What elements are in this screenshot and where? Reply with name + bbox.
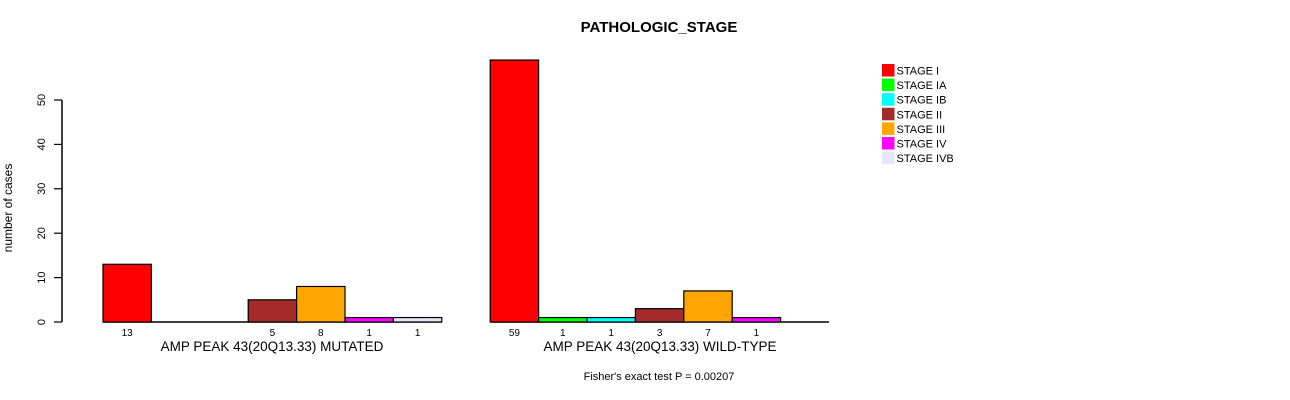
legend-label: STAGE IV — [897, 139, 948, 151]
bar-value-label: 13 — [122, 328, 134, 339]
y-tick-label: 10 — [36, 271, 48, 283]
legend-label: STAGE I — [897, 66, 940, 78]
legend-swatch-stage-ivb — [882, 151, 895, 165]
bar-value-label: 1 — [366, 328, 372, 339]
y-tick-label: 20 — [36, 227, 48, 239]
legend-swatch-stage-ib — [882, 93, 895, 106]
bar-stage-ii-wild-type — [634, 308, 685, 323]
legend-item-stage-iv: STAGE IV — [882, 137, 947, 151]
bar-value-label: 8 — [318, 328, 324, 339]
fisher-test-annotation: Fisher's exact test P = 0.00207 — [584, 371, 735, 383]
bar-stage-i-mutated — [102, 263, 153, 323]
bar-value-label: 1 — [754, 328, 760, 339]
bar-value-label: 1 — [608, 328, 614, 339]
legend-label: STAGE II — [897, 109, 943, 121]
y-tick-label: 30 — [36, 183, 48, 195]
y-axis-title: number of cases — [1, 164, 15, 253]
legend-item-stage-ii: STAGE II — [882, 107, 943, 121]
bar-stage-iv-wild-type — [731, 316, 782, 323]
legend-swatch-stage-ia — [882, 78, 895, 92]
bar-stage-ia-wild-type — [537, 316, 588, 323]
bar-value-label: 3 — [657, 328, 663, 339]
legend-item-stage-ivb: STAGE IVB — [882, 151, 954, 165]
bar-value-label: 1 — [415, 328, 421, 339]
bar-group-wild-type: 59 1 1 3 7 1 — [489, 59, 829, 339]
bar-stage-ii-mutated — [247, 299, 298, 323]
bar-stage-ib-wild-type — [586, 316, 637, 323]
legend-item-stage-ib: STAGE IB — [882, 93, 946, 107]
legend-swatch-stage-iii — [882, 122, 895, 135]
y-tick-label: 40 — [36, 138, 48, 150]
legend-label: STAGE IA — [897, 80, 948, 92]
chart-title: PATHOLOGIC_STAGE — [581, 19, 738, 36]
y-tick-label: 0 — [36, 319, 48, 325]
legend-label: STAGE IVB — [897, 153, 954, 165]
bar-stage-i-wild-type — [489, 59, 540, 323]
group-label-wild-type: AMP PEAK 43(20Q13.33) WILD-TYPE — [543, 339, 776, 354]
y-tick-label: 50 — [36, 94, 48, 106]
legend-item-stage-iii: STAGE III — [882, 122, 946, 136]
bar-value-label: 7 — [705, 328, 711, 339]
legend-label: STAGE IB — [897, 95, 947, 107]
legend-item-stage-i: STAGE I — [882, 64, 939, 78]
group-label-mutated: AMP PEAK 43(20Q13.33) MUTATED — [161, 339, 384, 354]
legend-swatch-stage-iv — [882, 137, 895, 150]
bar-stage-ivb-mutated — [392, 316, 443, 323]
bar-value-label: 1 — [560, 328, 566, 339]
legend-label: STAGE III — [897, 124, 946, 136]
bar-value-label: 59 — [509, 328, 521, 339]
bar-value-label: 5 — [270, 328, 276, 339]
legend-swatch-stage-i — [882, 64, 895, 77]
legend-swatch-stage-ii — [882, 107, 895, 121]
bar-stage-iii-mutated — [296, 285, 346, 323]
y-axis: 0 10 20 30 40 50 — [36, 94, 63, 325]
bar-stage-iii-wild-type — [683, 290, 733, 323]
bar-stage-iv-mutated — [344, 316, 395, 323]
bar-group-mutated: 13 5 8 1 1 — [102, 263, 443, 339]
legend: STAGE I STAGE IA STAGE IB STAGE II STAGE III… — [882, 64, 954, 165]
legend-item-stage-ia: STAGE IA — [882, 78, 948, 92]
bar-groups: 13 5 8 1 1 59 1 1 3 7 1 — [102, 59, 829, 339]
